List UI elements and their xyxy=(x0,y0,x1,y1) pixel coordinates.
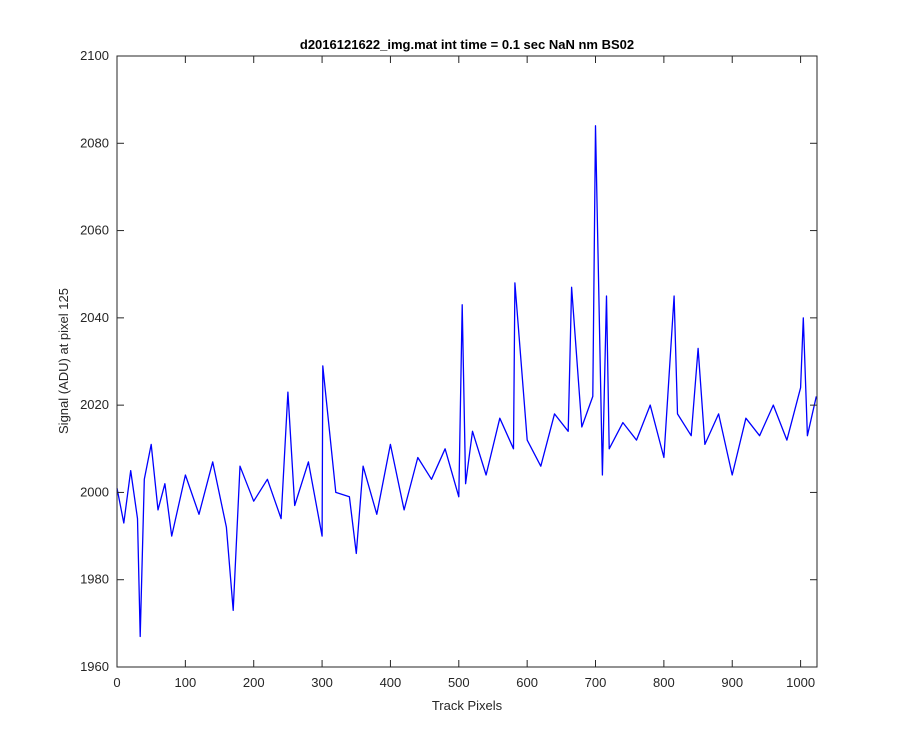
x-tick-label: 300 xyxy=(311,675,333,690)
y-axis-label: Signal (ADU) at pixel 125 xyxy=(56,288,71,434)
x-axis-label: Track Pixels xyxy=(432,698,503,713)
x-tick-label: 100 xyxy=(175,675,197,690)
series-line-0 xyxy=(116,125,817,638)
y-axis: 1960 1980 2000 2020 2040 2060 2080 2100 xyxy=(80,48,817,674)
x-tick-label: 500 xyxy=(448,675,470,690)
y-tick-label: 1960 xyxy=(80,659,109,674)
y-tick-label: 1980 xyxy=(80,572,109,587)
plot-area xyxy=(117,56,817,667)
x-tick-label: 900 xyxy=(721,675,743,690)
y-tick-label: 2020 xyxy=(80,397,109,412)
x-tick-label: 200 xyxy=(243,675,265,690)
x-tick-label: 700 xyxy=(585,675,607,690)
y-tick-label: 2080 xyxy=(80,135,109,150)
axes-box xyxy=(116,55,818,668)
y-tick-label: 2000 xyxy=(80,484,109,499)
x-tick-label: 400 xyxy=(380,675,402,690)
series-layer xyxy=(116,125,817,638)
x-axis: 0 100 200 300 400 500 600 700 800 900 1000 xyxy=(113,56,815,690)
x-tick-label: 0 xyxy=(113,675,120,690)
y-tick-label: 2060 xyxy=(80,223,109,238)
x-tick-label: 600 xyxy=(516,675,538,690)
x-tick-label: 1000 xyxy=(786,675,815,690)
y-tick-label: 2100 xyxy=(80,48,109,63)
chart-title: d2016121622_img.mat int time = 0.1 sec N… xyxy=(300,37,634,52)
x-tick-label: 800 xyxy=(653,675,675,690)
y-tick-label: 2040 xyxy=(80,310,109,325)
